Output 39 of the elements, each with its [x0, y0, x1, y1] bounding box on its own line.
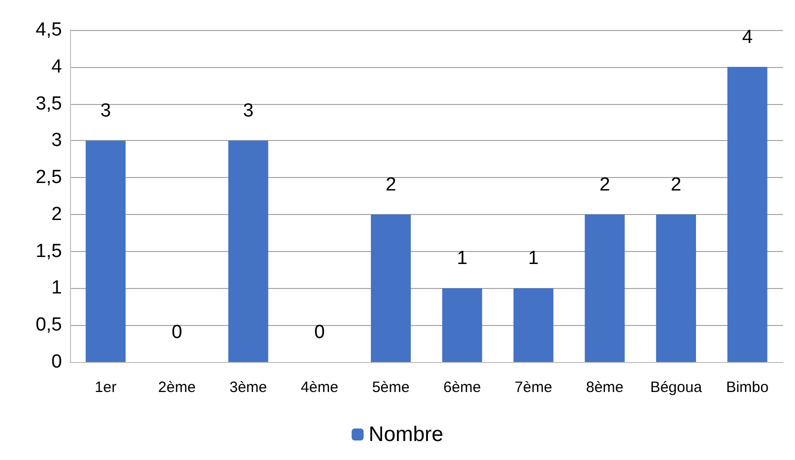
data-label: 0 [314, 322, 325, 343]
data-label: 3 [242, 100, 254, 122]
x-tick-label: Bégoua [650, 379, 703, 396]
data-label: 4 [742, 26, 754, 48]
data-label: 0 [172, 322, 182, 343]
data-label: 2 [386, 174, 396, 196]
y-tick-label: 3,5 [36, 93, 62, 114]
y-tick-label: 2,5 [36, 167, 62, 188]
x-tick-label: 7ème [514, 379, 552, 396]
bar [656, 214, 696, 362]
y-tick-label: 3 [51, 130, 62, 152]
bar [370, 214, 411, 362]
data-label: 1 [456, 248, 468, 270]
data-label: 2 [599, 174, 610, 196]
x-tick-label: 5ème [372, 379, 410, 396]
y-tick-label: 2 [51, 204, 62, 225]
y-tick-label: 1 [51, 278, 62, 299]
y-tick-label: 0 [51, 352, 62, 372]
bar [86, 140, 126, 362]
bar [442, 288, 482, 362]
x-tick-label: 3ème [229, 379, 268, 396]
data-label: 2 [670, 174, 682, 196]
y-tick-label: 4,5 [36, 20, 62, 40]
x-tick-label: 4ème [300, 379, 338, 396]
bar [727, 66, 768, 362]
y-tick-label: 1,5 [36, 240, 62, 262]
bar [584, 214, 625, 362]
y-tick-label: 4 [51, 56, 62, 78]
bar [513, 288, 554, 362]
x-tick-label: 6ème [443, 379, 481, 396]
data-label: 3 [100, 100, 111, 122]
x-tick-label: Bimbo [726, 379, 769, 396]
data-label: 1 [528, 248, 539, 270]
y-tick-label: 0,5 [36, 314, 62, 336]
x-tick-label: 2ème [158, 379, 196, 396]
legend-label: Nombre [368, 423, 444, 446]
x-tick-label: 1er [94, 379, 116, 396]
bar [228, 140, 268, 362]
x-tick-label: 8ème [586, 379, 624, 396]
